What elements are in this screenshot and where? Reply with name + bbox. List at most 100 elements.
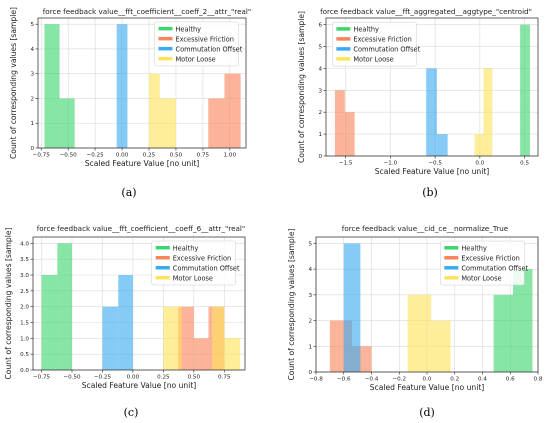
y-tick-label: 1 <box>30 121 34 127</box>
x-tick-label: −1.5 <box>339 161 353 167</box>
histogram-bar-excessive-friction <box>334 90 345 156</box>
legend-label: Motor Loose <box>461 275 501 283</box>
y-tick-label: 5 <box>30 22 34 28</box>
legend-swatch <box>336 37 351 41</box>
histogram-bar-healthy <box>513 269 533 372</box>
panel-label: (a) <box>121 186 136 199</box>
x-tick-label: 0.0 <box>475 161 484 167</box>
axes-frame <box>32 236 246 371</box>
x-tick-label: −0.25 <box>87 153 105 159</box>
legend-box <box>440 240 525 286</box>
legend-swatch <box>158 26 173 31</box>
panel-label: (d) <box>419 406 435 419</box>
histogram-bar-motor-loose <box>163 306 182 370</box>
x-tick-label: 0.00 <box>116 153 129 159</box>
y-tick-label: 2.0 <box>20 305 29 311</box>
legend-swatch <box>444 256 459 260</box>
x-tick-label: 0.8 <box>534 377 543 383</box>
x-tick-label: −0.8 <box>309 377 323 383</box>
x-tick-label: −0.50 <box>63 375 81 381</box>
y-tick-label: 1.5 <box>20 321 29 327</box>
x-tick-label: 0.50 <box>170 153 183 159</box>
y-axis-label: Count of corresponding values [sample] <box>4 227 13 379</box>
y-tick-label: 3 <box>30 72 34 78</box>
x-tick-label: −0.25 <box>94 375 112 381</box>
legend-box <box>151 240 236 286</box>
x-axis-label: Scaled Feature Value [no unit] <box>85 159 200 168</box>
y-tick-label: 0 <box>318 154 322 160</box>
chart-panel-b: −1.5 −1.0 −0.5 0.0 0.5 0 1 2 3 4 5 6 force feedback … <box>297 7 539 199</box>
y-tick-label: 2 <box>318 110 322 116</box>
y-tick-label: 3 <box>308 293 312 299</box>
legend-swatch <box>155 275 170 280</box>
legend-label: Excessive Friction <box>461 255 520 263</box>
histogram-bar-excessive-friction <box>193 338 209 370</box>
histogram-bar-commutation-offset <box>102 306 119 370</box>
x-axis-label: Scaled Feature Value [no unit] <box>375 167 490 176</box>
x-tick-label: 0.0 <box>423 377 432 383</box>
x-axis-label: Scaled Feature Value [no unit] <box>370 383 485 392</box>
chart-panel-c: −0.75 −0.50 −0.25 0.00 0.25 0.50 0.75 0.0 0.5 1.0… <box>4 224 246 419</box>
legend-swatch <box>336 57 351 61</box>
x-tick-label: 0.5 <box>520 161 529 167</box>
histogram-bar-commutation-offset <box>436 134 448 156</box>
histogram-bar-healthy <box>41 275 58 370</box>
y-tick-label: 0 <box>30 146 34 152</box>
y-tick-label: 0.5 <box>20 352 29 358</box>
panel-label: (c) <box>124 406 139 419</box>
legend-label: Healthy <box>175 25 201 33</box>
histogram-bar-motor-loose <box>483 68 493 156</box>
x-tick-label: −0.50 <box>60 153 78 159</box>
histogram-bar-motor-loose <box>149 73 160 148</box>
chart-panel-a: −0.75 −0.50 −0.25 0.00 0.25 0.50 0.75 1.00 0 1 2 3 4… <box>9 7 251 199</box>
x-tick-label: 0.75 <box>218 375 231 381</box>
x-tick-label: 0.6 <box>506 377 515 383</box>
chart-panel-d: −0.8 −0.6 −0.4 −0.2 0.0 0.2 0.4 0.6 0.8 0 1 2 3 4 5 for… <box>287 224 543 419</box>
histogram-bar-motor-loose <box>224 338 241 370</box>
histogram-bar-motor-loose <box>159 98 176 148</box>
histogram-bar-commutation-offset <box>343 243 361 372</box>
legend-label: Healthy <box>353 26 379 34</box>
histogram-bar-commutation-offset <box>116 24 128 148</box>
y-axis-label: Count of corresponding values [sample] <box>287 228 296 380</box>
y-tick-label: 2 <box>30 96 34 102</box>
histogram-bar-commutation-offset <box>426 68 437 156</box>
histogram-bar-motor-loose <box>407 294 432 372</box>
panel-label: (b) <box>422 186 438 199</box>
legend: Healthy Excessive Friction Commutation Off… <box>154 21 243 67</box>
y-tick-label: 2.5 <box>20 289 29 295</box>
histogram-bar-healthy <box>59 98 75 148</box>
histogram-bar-motor-loose <box>431 320 451 372</box>
x-tick-label: 0.25 <box>143 153 156 159</box>
legend-label: Commutation Offset <box>461 265 528 273</box>
y-axis-label: Count of corresponding values [sample] <box>297 11 306 163</box>
chart-title: force feedback value__fft_coefficient__c… <box>43 7 251 16</box>
y-tick-label: 3 <box>318 88 322 94</box>
y-axis-label: Count of corresponding values [sample] <box>9 7 18 159</box>
x-tick-label: 1.00 <box>224 153 237 159</box>
histogram-bar-healthy <box>493 294 514 372</box>
y-tick-label: 3.5 <box>20 257 29 263</box>
x-tick-label: −0.6 <box>337 377 351 383</box>
x-tick-label: 0.50 <box>188 375 201 381</box>
legend-swatch <box>155 245 170 250</box>
legend-swatch <box>444 246 459 250</box>
histogram-bar-excessive-friction <box>344 112 355 156</box>
legend-swatch <box>158 56 173 61</box>
y-tick-label: 1.0 <box>20 336 29 342</box>
y-tick-label: 1 <box>318 132 322 138</box>
legend-label: Excessive Friction <box>175 35 234 43</box>
histogram-bar-commutation-offset <box>118 275 133 370</box>
x-tick-label: 0.25 <box>157 375 170 381</box>
legend-label: Healthy <box>461 245 487 253</box>
histogram-bar-healthy <box>44 24 60 148</box>
legend-label: Excessive Friction <box>353 36 412 44</box>
y-tick-label: 4.0 <box>20 241 29 247</box>
legend-swatch <box>155 255 170 260</box>
y-tick-label: 5 <box>318 44 322 50</box>
y-tick-label: 4 <box>308 267 312 273</box>
x-tick-label: 0.2 <box>450 377 459 383</box>
chart-title: force feedback value__fft_coefficient__c… <box>37 224 245 233</box>
axes-frame <box>37 17 247 149</box>
